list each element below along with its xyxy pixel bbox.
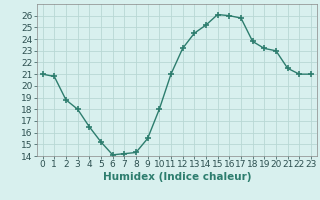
X-axis label: Humidex (Indice chaleur): Humidex (Indice chaleur): [102, 172, 251, 182]
